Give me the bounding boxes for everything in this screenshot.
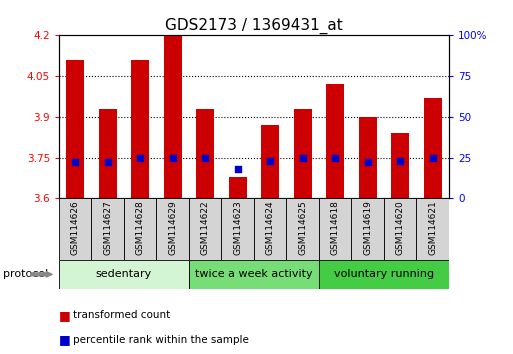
Point	[428, 155, 437, 160]
Bar	[424, 98, 442, 198]
Text: transformed count: transformed count	[73, 310, 171, 320]
Point	[169, 155, 177, 160]
Bar	[196, 109, 214, 198]
Bar	[91, 198, 124, 260]
Bar	[254, 198, 286, 260]
Text: GSM114626: GSM114626	[71, 201, 80, 255]
Point	[104, 160, 112, 165]
Bar	[286, 198, 319, 260]
Bar	[319, 260, 449, 289]
Point	[136, 155, 144, 160]
Text: GSM114622: GSM114622	[201, 201, 210, 255]
Point	[331, 155, 339, 160]
Text: ■: ■	[59, 309, 71, 321]
Bar	[99, 109, 116, 198]
Text: voluntary running: voluntary running	[334, 269, 434, 279]
Bar	[131, 60, 149, 198]
Text: GSM114627: GSM114627	[103, 201, 112, 255]
Point	[396, 158, 404, 164]
Bar	[229, 177, 247, 198]
Bar	[59, 260, 189, 289]
Bar	[66, 60, 84, 198]
Text: GSM114623: GSM114623	[233, 201, 242, 255]
Bar	[222, 198, 254, 260]
Title: GDS2173 / 1369431_at: GDS2173 / 1369431_at	[165, 18, 343, 34]
Bar	[319, 198, 351, 260]
Point	[71, 160, 80, 165]
Text: ■: ■	[59, 333, 71, 346]
Point	[201, 155, 209, 160]
Bar	[261, 125, 279, 198]
Point	[266, 158, 274, 164]
Text: sedentary: sedentary	[96, 269, 152, 279]
Text: percentile rank within the sample: percentile rank within the sample	[73, 335, 249, 345]
Bar	[124, 198, 156, 260]
Bar	[359, 117, 377, 198]
Text: twice a week activity: twice a week activity	[195, 269, 313, 279]
Bar	[384, 198, 417, 260]
Bar	[351, 198, 384, 260]
Point	[299, 155, 307, 160]
Bar	[391, 133, 409, 198]
Bar	[294, 109, 311, 198]
Bar	[164, 35, 182, 198]
Point	[364, 160, 372, 165]
Bar	[189, 198, 222, 260]
Bar	[156, 198, 189, 260]
Bar	[417, 198, 449, 260]
Text: GSM114621: GSM114621	[428, 201, 437, 255]
Text: GSM114625: GSM114625	[298, 201, 307, 255]
Text: GSM114619: GSM114619	[363, 200, 372, 256]
Bar	[189, 260, 319, 289]
Text: GSM114618: GSM114618	[331, 200, 340, 256]
Point	[233, 166, 242, 172]
Bar	[326, 84, 344, 198]
Text: GSM114629: GSM114629	[168, 201, 177, 255]
Bar	[59, 198, 91, 260]
Text: GSM114624: GSM114624	[266, 201, 274, 255]
Text: GSM114620: GSM114620	[396, 201, 405, 255]
Text: GSM114628: GSM114628	[136, 201, 145, 255]
Text: protocol: protocol	[3, 269, 48, 279]
